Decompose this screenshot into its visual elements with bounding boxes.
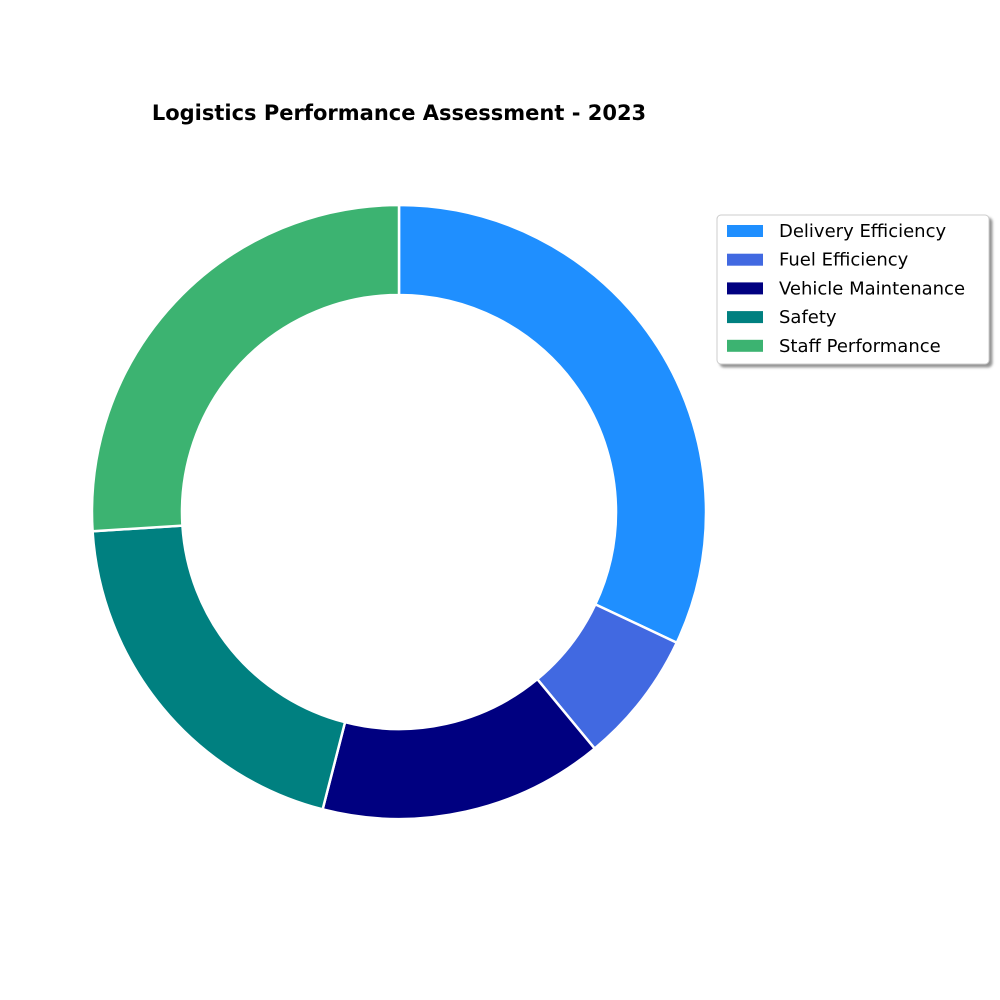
legend-label-safety: Safety	[779, 307, 837, 328]
legend-frame	[716, 214, 990, 365]
wedge-staff-performance	[90, 203, 401, 533]
legend-swatch-safety	[727, 311, 763, 324]
legend-label-vehicle-maintenance: Vehicle Maintenance	[779, 278, 965, 299]
chart-title: Logistics Performance Assessment - 2023	[152, 101, 646, 125]
legend-label-delivery-efficiency: Delivery Efficiency	[779, 221, 946, 242]
legend-label-fuel-efficiency: Fuel Efficiency	[779, 250, 909, 271]
wedge-vehicle-maintenance	[321, 677, 597, 821]
legend: Delivery Efficiency Fuel Efficiency Vehicl…	[716, 214, 990, 365]
wedge-safety	[91, 524, 347, 811]
legend-swatch-staff-performance	[727, 339, 763, 352]
donut-wedges	[90, 203, 708, 821]
wedge-delivery-efficiency	[397, 203, 708, 645]
legend-swatch-delivery-efficiency	[727, 225, 763, 237]
legend-swatch-fuel-efficiency	[727, 253, 763, 266]
legend-swatch-vehicle-maintenance	[727, 282, 763, 295]
legend-label-staff-performance: Staff Performance	[779, 336, 941, 357]
